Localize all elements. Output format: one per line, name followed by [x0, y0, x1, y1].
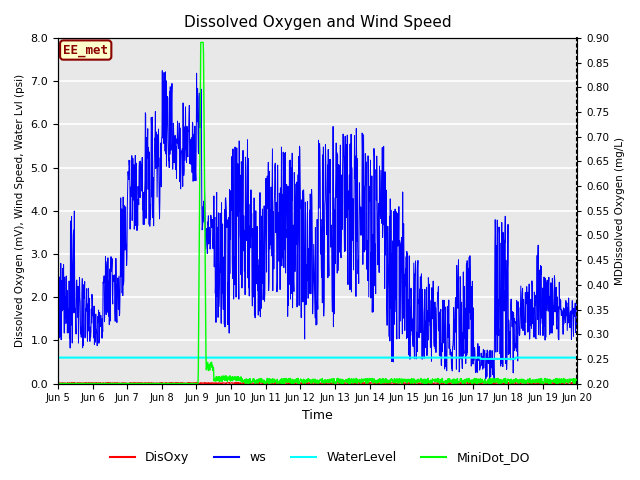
Y-axis label: Dissolved Oxygen (mV), Wind Speed, Water Lvl (psi): Dissolved Oxygen (mV), Wind Speed, Water…: [15, 74, 25, 348]
Text: EE_met: EE_met: [63, 44, 108, 57]
Title: Dissolved Oxygen and Wind Speed: Dissolved Oxygen and Wind Speed: [184, 15, 451, 30]
X-axis label: Time: Time: [302, 409, 333, 422]
Legend: DisOxy, ws, WaterLevel, MiniDot_DO: DisOxy, ws, WaterLevel, MiniDot_DO: [105, 446, 535, 469]
Y-axis label: MDDissolved Oxygen (mg/L): MDDissolved Oxygen (mg/L): [615, 137, 625, 285]
